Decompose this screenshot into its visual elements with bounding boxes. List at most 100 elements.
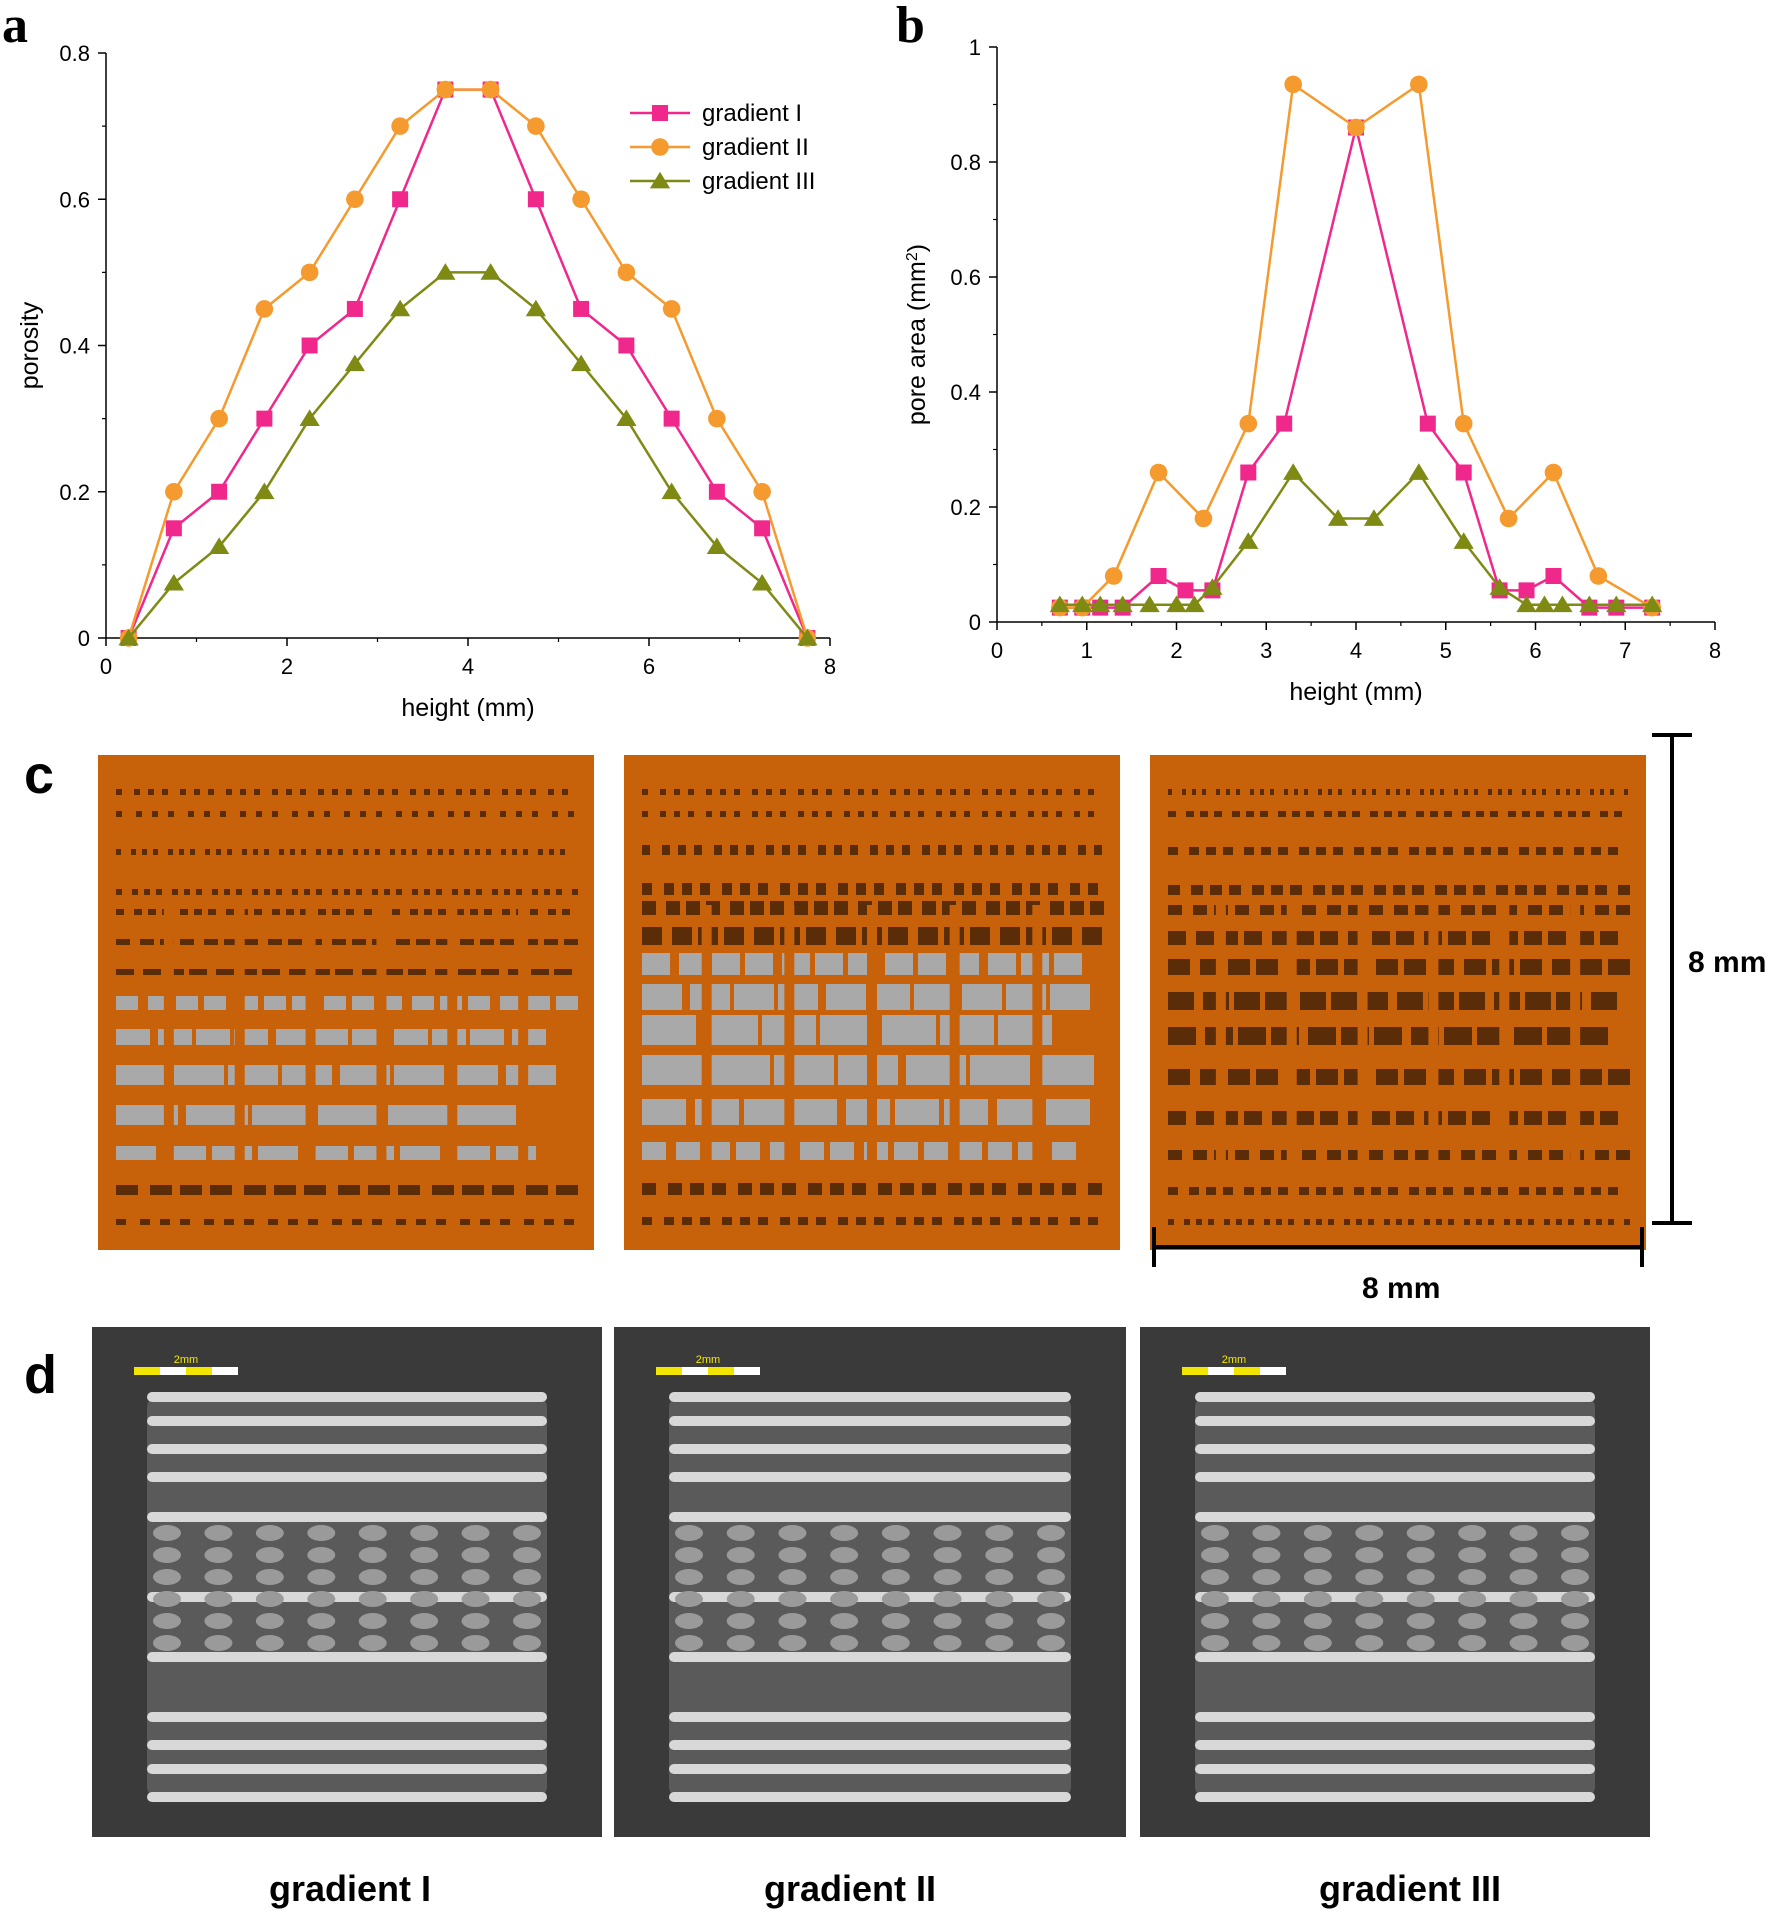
model-pore: [364, 909, 372, 915]
model-pore: [664, 1217, 674, 1225]
model-pore: [1536, 1187, 1546, 1195]
model-strut: [234, 905, 245, 1165]
model-pore: [1614, 811, 1622, 817]
filament-bead: [1509, 1635, 1538, 1651]
model-pore: [830, 1142, 854, 1160]
model-pore: [480, 1219, 490, 1225]
data-point: [255, 300, 274, 318]
model-pore: [734, 811, 740, 817]
y-tick-label: 0.4: [950, 380, 981, 405]
filament-bead: [1509, 1591, 1538, 1607]
model-pore: [974, 845, 982, 855]
cad-model-1: [98, 755, 594, 1250]
model-pore: [1290, 885, 1302, 895]
model-pore: [226, 789, 232, 795]
filament-bead: [307, 1547, 336, 1563]
data-point: [571, 354, 592, 372]
filament: [147, 1652, 547, 1662]
model-pore: [227, 849, 232, 855]
model-pore: [428, 811, 434, 817]
model-pore: [992, 1183, 1006, 1195]
model-pore: [1508, 789, 1512, 795]
model-pore: [1554, 811, 1562, 817]
model-pore: [1296, 1111, 1314, 1125]
data-point: [1150, 568, 1167, 584]
model-pore: [1549, 905, 1563, 915]
model-pore: [318, 909, 326, 915]
model-pore: [1018, 1183, 1032, 1195]
model-strut: [305, 905, 316, 1165]
model-pore: [300, 909, 308, 915]
model-pore: [1299, 847, 1309, 855]
model-pore: [752, 789, 758, 795]
model-pore: [1193, 905, 1207, 915]
model-pore: [1333, 1187, 1343, 1195]
model-pore: [1168, 1069, 1190, 1085]
model-pore: [988, 1142, 1012, 1160]
model-pore: [1600, 789, 1604, 795]
filament-bead: [255, 1635, 284, 1651]
model-pore: [254, 789, 260, 795]
filament-bead: [513, 1525, 541, 1541]
x-tick-label: 5: [1440, 638, 1452, 663]
model-pore: [1440, 789, 1444, 795]
x-tick-label: 6: [1529, 638, 1541, 663]
filament-bead: [1561, 1635, 1589, 1651]
filament: [147, 1392, 547, 1402]
filament-bead: [204, 1569, 233, 1585]
model-pore: [1524, 1111, 1542, 1125]
model-pore: [179, 849, 184, 855]
data-point: [618, 337, 635, 354]
model-pore: [475, 849, 480, 855]
model-pore: [1352, 789, 1356, 795]
filament-bead: [778, 1569, 807, 1585]
model-pore: [1580, 959, 1602, 975]
filament-bead: [461, 1525, 490, 1541]
model-pore: [312, 969, 330, 975]
model-pore: [1216, 789, 1220, 795]
model-pore: [1591, 992, 1617, 1010]
y-tick-label: 0.8: [59, 41, 90, 66]
model-pore: [780, 811, 786, 817]
model-pore: [1576, 789, 1580, 795]
filament-bead: [1201, 1569, 1229, 1585]
filament-bead: [1406, 1525, 1435, 1541]
model-pore: [798, 789, 804, 795]
model-pore: [642, 1055, 702, 1085]
model-pore: [224, 889, 230, 895]
model-pore: [1608, 847, 1618, 855]
model-pore: [706, 811, 712, 817]
model-pore: [432, 1185, 454, 1195]
filament-bead: [985, 1635, 1014, 1651]
model-pore: [682, 1217, 692, 1225]
model-pore: [549, 849, 554, 855]
model-pore: [1006, 901, 1020, 915]
model-pore: [530, 789, 536, 795]
data-point: [572, 190, 590, 209]
model-pore: [660, 789, 666, 795]
model-pore: [816, 1217, 826, 1225]
y-tick-label: 0.4: [59, 334, 90, 359]
model-pore: [852, 1183, 866, 1195]
model-pore: [1278, 1187, 1288, 1195]
model-pore: [1473, 885, 1485, 895]
data-point: [254, 482, 275, 500]
model-pore: [1316, 959, 1338, 975]
model-pore: [116, 1105, 178, 1125]
model-pore: [1542, 789, 1546, 795]
model-pore: [1168, 847, 1178, 855]
model-pore: [660, 811, 666, 817]
model-pore: [1608, 1069, 1630, 1085]
data-point: [663, 410, 680, 427]
model-pore: [564, 939, 578, 945]
filament-bead: [1303, 1591, 1332, 1607]
model-pore: [1284, 789, 1288, 795]
model-pore: [958, 1142, 982, 1160]
filament-bead: [985, 1547, 1014, 1563]
data-point: [211, 483, 228, 500]
model-pore: [1232, 811, 1240, 817]
model-pore: [427, 849, 432, 855]
model-strut: [1286, 905, 1297, 1165]
model-pore: [1454, 885, 1466, 895]
data-point: [708, 483, 725, 500]
